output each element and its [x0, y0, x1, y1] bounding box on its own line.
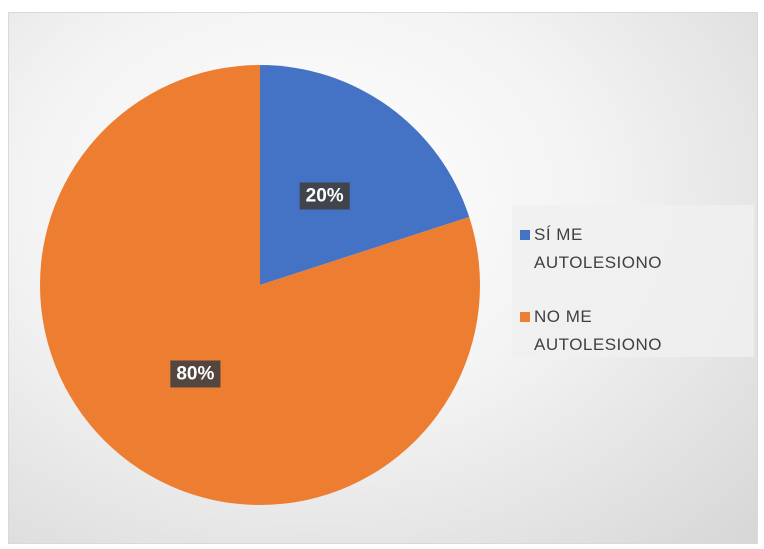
legend-label: NO ME AUTOLESIONO	[534, 307, 662, 354]
pie-slice	[260, 65, 470, 285]
legend-entry: NO ME AUTOLESIONO	[520, 303, 746, 359]
pie-slice	[39, 65, 480, 505]
legend-label: SÍ ME AUTOLESIONO	[534, 225, 662, 272]
value-label-box	[170, 360, 221, 388]
value-label: 20%	[306, 186, 344, 207]
value-label-box	[299, 182, 350, 210]
legend-swatch	[520, 312, 530, 322]
legend-swatch	[520, 230, 530, 240]
legend-entry: SÍ ME AUTOLESIONO	[520, 221, 746, 277]
value-label: 80%	[176, 363, 214, 384]
legend: SÍ ME AUTOLESIONO NO ME AUTOLESIONO	[512, 205, 754, 357]
